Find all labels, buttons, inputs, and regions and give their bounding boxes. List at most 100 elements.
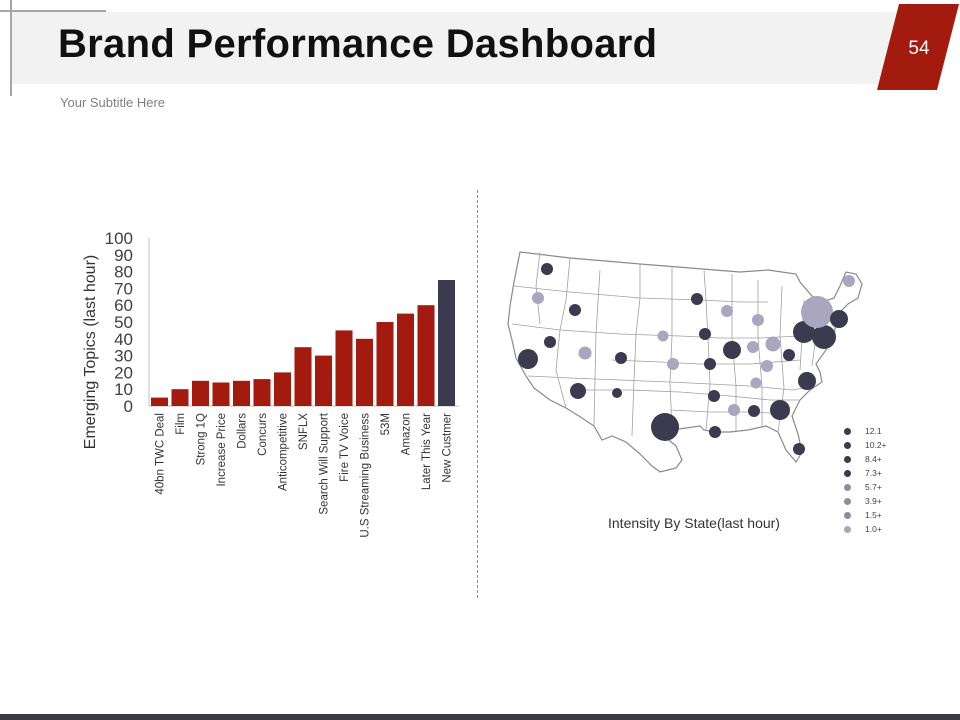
bar	[376, 322, 394, 406]
legend-dot	[844, 483, 851, 491]
bar	[274, 372, 291, 406]
y-tick-label: 30	[114, 347, 133, 366]
legend-label: 12.1	[865, 426, 882, 436]
us-map	[507, 251, 863, 473]
map-bubble	[709, 426, 721, 438]
legend-dot	[844, 497, 851, 505]
page-number: 54	[908, 38, 930, 59]
map-bubble	[748, 405, 760, 417]
us-map-intensity-bubbles	[518, 263, 855, 455]
legend-label: 5.7+	[865, 482, 882, 492]
bar	[438, 280, 455, 406]
map-bubble	[812, 325, 836, 349]
map-bubble	[708, 390, 720, 402]
map-bubble	[793, 321, 815, 343]
y-tick-label: 40	[114, 330, 133, 349]
legend-item: 1.0+	[844, 522, 887, 536]
x-tick-label: U.S Streaming Business	[360, 413, 372, 538]
map-bubble	[728, 404, 740, 416]
legend-dot	[844, 455, 851, 463]
x-tick-label: New Custmer	[442, 413, 454, 483]
legend-dot	[844, 469, 851, 477]
x-tick-label: Fire TV Voice	[339, 413, 351, 482]
map-bubble	[667, 358, 679, 370]
map-bubble	[723, 341, 741, 359]
map-bubble	[830, 310, 848, 328]
map-bubble	[699, 328, 711, 340]
bar	[171, 389, 189, 406]
map-bubble	[843, 275, 855, 287]
x-tick-label: Strong 1Q	[196, 413, 208, 465]
legend-dot	[844, 525, 851, 533]
y-tick-label: 70	[114, 279, 133, 298]
title-band	[12, 12, 920, 84]
bar	[192, 380, 209, 406]
x-tick-label: Dollars	[237, 413, 249, 449]
legend-item: 1.5+	[844, 508, 887, 522]
legend-dot	[844, 511, 851, 519]
map-bubble	[569, 304, 581, 316]
x-tick-label: Film	[175, 413, 187, 435]
y-tick-label: 0	[124, 397, 133, 416]
map-bubble	[765, 336, 781, 352]
legend-item: 5.7+	[844, 480, 887, 494]
x-tick-label: 40bn TWC Deal	[155, 413, 167, 495]
legend-item: 10.2+	[844, 438, 887, 452]
x-tick-label: 53M	[380, 413, 392, 435]
map-caption: Intensity By State(last hour)	[608, 515, 780, 531]
map-bubble	[798, 372, 816, 390]
map-bubble	[750, 377, 762, 389]
y-tick-label: 90	[114, 246, 133, 265]
legend-dot	[844, 441, 851, 449]
legend-label: 1.0+	[865, 524, 882, 534]
map-bubble	[752, 314, 764, 326]
legend-label: 1.5+	[865, 510, 882, 520]
y-tick-label: 80	[114, 263, 133, 282]
map-bubble	[691, 293, 703, 305]
bar	[151, 397, 168, 406]
bar	[253, 379, 271, 406]
bar	[212, 382, 230, 406]
x-tick-label: Amazon	[401, 413, 413, 455]
bar	[315, 355, 332, 406]
x-tick-label: Search Will Support	[319, 412, 331, 514]
corner-line-vertical	[10, 0, 12, 96]
legend-label: 10.2+	[865, 440, 887, 450]
us-map-outline	[507, 251, 863, 473]
map-bubble	[570, 383, 586, 399]
map-legend: 12.1 10.2+ 8.4+ 7.3+ 5.7+ 3.9+ 1.5+ 1.0+	[844, 424, 887, 536]
page-number-badge	[877, 4, 959, 90]
legend-label: 8.4+	[865, 454, 882, 464]
map-bubble	[793, 443, 805, 455]
map-bubble	[651, 413, 679, 441]
bar	[233, 380, 250, 406]
y-tick-label: 60	[114, 296, 133, 315]
map-bubble	[761, 360, 773, 372]
y-tick-label: 20	[114, 363, 133, 382]
map-bubble	[518, 349, 538, 369]
x-tick-label: Anticompetitive	[278, 413, 290, 491]
map-bubble	[721, 305, 733, 317]
section-divider	[477, 190, 478, 598]
map-bubble	[657, 330, 669, 342]
legend-label: 3.9+	[865, 496, 882, 506]
legend-label: 7.3+	[865, 468, 882, 478]
bar	[356, 338, 373, 406]
x-tick-label: Later This Year	[421, 413, 433, 490]
map-bubble	[747, 341, 759, 353]
x-tick-label: SNFLX	[298, 413, 310, 450]
bar	[335, 330, 353, 406]
y-tick-label: 100	[105, 229, 133, 248]
map-bubble	[612, 388, 622, 398]
page-title: Brand Performance Dashboard	[58, 22, 658, 66]
legend-item: 8.4+	[844, 452, 887, 466]
y-tick-label: 50	[114, 313, 133, 332]
page-subtitle: Your Subtitle Here	[60, 95, 166, 110]
map-bubble	[770, 400, 790, 420]
y-tick-label: 10	[114, 380, 133, 399]
x-tick-label: Concurs	[257, 413, 269, 456]
legend-item: 3.9+	[844, 494, 887, 508]
legend-item: 12.1	[844, 424, 887, 438]
map-bubble	[544, 336, 556, 348]
